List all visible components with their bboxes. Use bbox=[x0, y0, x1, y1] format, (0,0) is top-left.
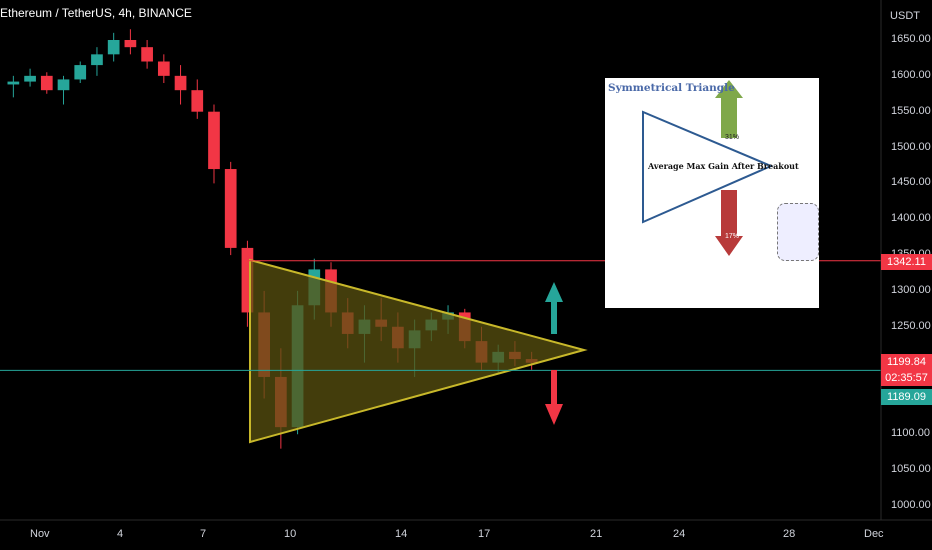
candle-body bbox=[57, 79, 70, 91]
price-tick-label: 1100.00 bbox=[891, 427, 930, 440]
candle-body bbox=[91, 54, 103, 66]
pattern-inset-image: Symmetrical Triangle Average Max Gain Af… bbox=[605, 78, 819, 308]
price-tick-label: 1600.00 bbox=[891, 68, 931, 81]
date-tick-label: 14 bbox=[395, 528, 408, 540]
price-tick-label: 1500.00 bbox=[891, 140, 931, 153]
candle-body bbox=[24, 75, 36, 82]
candle-body bbox=[141, 47, 153, 62]
symbol-title: Ethereum / TetherUS, 4h, BINANCE bbox=[0, 6, 192, 20]
chart-app-icon bbox=[777, 203, 819, 261]
price-tick-label: 1650.00 bbox=[891, 33, 931, 45]
candle-body bbox=[241, 247, 254, 313]
candle-body bbox=[74, 65, 87, 80]
price-tick-label: 1550.00 bbox=[891, 104, 931, 117]
price-tick-label: 1000.00 bbox=[891, 499, 931, 511]
price-tick-label: 1300.00 bbox=[891, 283, 931, 296]
current-price-tag: 1199.84 bbox=[881, 354, 932, 370]
candle-body bbox=[208, 111, 220, 170]
candle-body bbox=[224, 169, 237, 248]
price-tick-label: 1050.00 bbox=[891, 463, 931, 476]
inset-title: Symmetrical Triangle bbox=[608, 82, 735, 94]
date-tick-label: 7 bbox=[200, 528, 207, 540]
date-tick-label: Nov bbox=[30, 528, 50, 540]
resistance-price-tag: 1342.11 bbox=[881, 254, 932, 270]
symmetrical-triangle bbox=[249, 258, 588, 444]
axis-unit-label[interactable]: USDT bbox=[890, 10, 920, 22]
price-tick-label: 1400.00 bbox=[891, 212, 931, 225]
date-tick-label: 21 bbox=[590, 528, 603, 540]
price-tick-label: 1250.00 bbox=[891, 319, 931, 332]
inset-label: Average Max Gain After Breakout bbox=[648, 161, 799, 171]
price-tick-label: 1450.00 bbox=[891, 176, 931, 189]
candle-body bbox=[40, 75, 53, 91]
date-tick-label: 10 bbox=[284, 528, 297, 540]
candle-body bbox=[124, 40, 137, 48]
breakdown-down-arrow bbox=[545, 370, 563, 425]
breakout-up-arrow bbox=[545, 282, 563, 334]
inset-diagram bbox=[642, 80, 774, 256]
candle-body bbox=[7, 81, 20, 85]
support-price-tag: 1189.09 bbox=[881, 389, 932, 405]
date-tick-label: 28 bbox=[783, 528, 796, 540]
date-tick-label: 4 bbox=[117, 528, 124, 540]
candle-body bbox=[107, 40, 120, 55]
date-tick-label: Dec bbox=[864, 528, 884, 540]
inset-up-percent: 31% bbox=[725, 134, 740, 141]
candle-body bbox=[191, 90, 204, 112]
inset-down-arrow bbox=[715, 190, 743, 256]
candle-body bbox=[157, 61, 170, 76]
inset-down-percent: 17% bbox=[725, 233, 740, 240]
countdown-tag: 02:35:57 bbox=[881, 370, 932, 386]
inset-up-arrow bbox=[715, 80, 743, 138]
candle-body bbox=[174, 75, 187, 91]
inset-triangle bbox=[642, 110, 774, 224]
date-tick-label: 24 bbox=[673, 528, 686, 540]
date-tick-label: 17 bbox=[478, 528, 491, 540]
breakout-arrows bbox=[545, 282, 563, 425]
